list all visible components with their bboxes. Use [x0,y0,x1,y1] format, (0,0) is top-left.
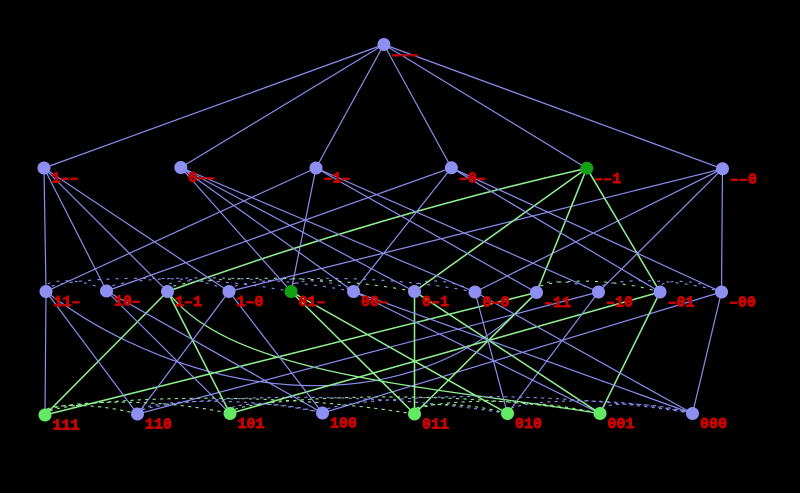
svg-text:1–0: 1–0 [237,294,264,311]
svg-text:0–0: 0–0 [483,295,510,312]
svg-text:101: 101 [238,416,265,433]
svg-text:11–: 11– [54,294,81,311]
svg-text:001: 001 [608,416,635,433]
svg-text:1–1: 1–1 [175,294,202,311]
svg-text:100: 100 [330,416,357,433]
svg-text:00–: 00– [361,294,388,311]
svg-text:010: 010 [515,416,542,433]
svg-text:–0–: –0– [459,171,486,188]
svg-text:–11: –11 [544,295,571,312]
svg-text:01–: 01– [299,294,326,311]
svg-text:0–1: 0–1 [422,294,449,311]
svg-text:––1: ––1 [594,171,621,188]
svg-text:–10: –10 [606,295,633,312]
svg-text:10–: 10– [114,294,141,311]
svg-text:–––: ––– [391,47,418,64]
svg-text:–1–: –1– [324,171,351,188]
svg-text:000: 000 [700,416,727,433]
svg-text:011: 011 [422,417,449,434]
svg-text:1––: 1–– [52,171,79,188]
svg-text:–00: –00 [729,295,756,312]
svg-text:110: 110 [145,417,172,434]
svg-text:111: 111 [53,418,80,435]
svg-text:0––: 0–– [188,170,215,187]
svg-text:––0: ––0 [730,172,757,189]
svg-text:–01: –01 [668,295,695,312]
